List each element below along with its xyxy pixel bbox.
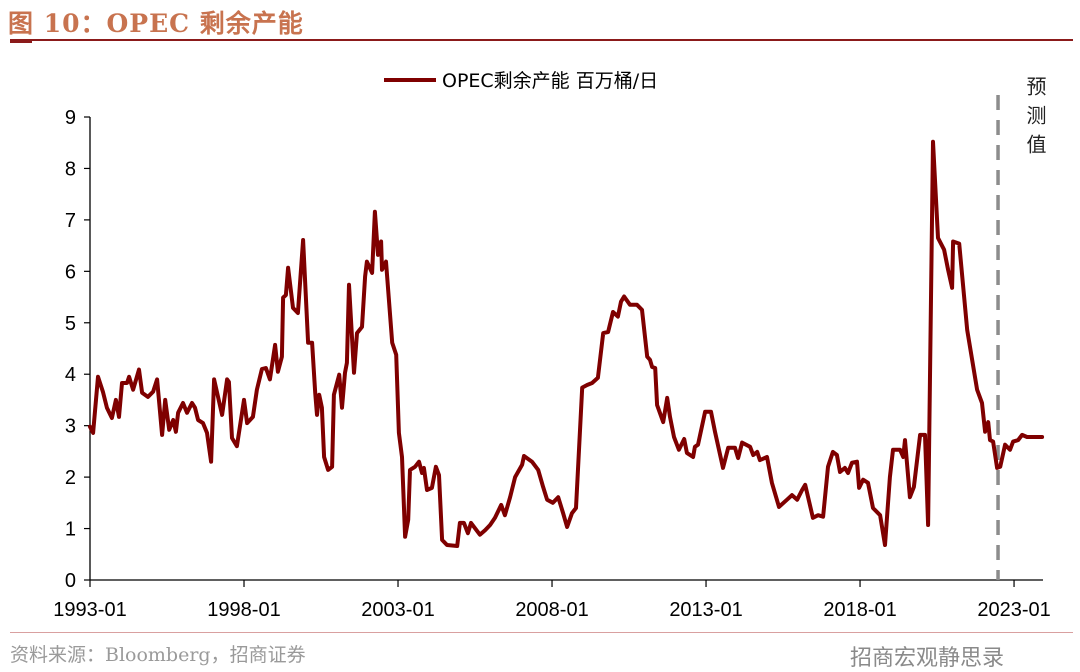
y-tick-label: 7 bbox=[65, 210, 76, 232]
y-tick-label: 1 bbox=[65, 519, 76, 541]
y-tick-label: 6 bbox=[65, 261, 76, 283]
y-tick-label: 2 bbox=[65, 467, 76, 489]
watermark: 招商宏观静思录 bbox=[850, 646, 1005, 671]
series-layer bbox=[88, 139, 1045, 548]
x-tick-label: 2003-01 bbox=[361, 599, 434, 621]
opec-spare-capacity-chart: OPEC剩余产能 百万桶/日 0 1 2 3 4 5 6 7 8 9 1993-01 1998-01 2… bbox=[53, 70, 1050, 621]
title-divider-accent bbox=[10, 39, 32, 43]
figure-title: 图 10：OPEC 剩余产能 bbox=[8, 9, 304, 38]
axes: 0 1 2 3 4 5 6 7 8 9 1993-01 1998-01 2003-01 2008-01 20… bbox=[53, 107, 1050, 621]
title-divider bbox=[10, 39, 1073, 41]
x-tick-label: 2018-01 bbox=[823, 599, 896, 621]
x-tick-label: 1993-01 bbox=[53, 599, 126, 621]
forecast-label: 预测值 bbox=[1023, 76, 1047, 163]
legend-label: OPEC剩余产能 百万桶/日 bbox=[442, 70, 658, 92]
y-tick-label: 9 bbox=[65, 107, 76, 129]
legend: OPEC剩余产能 百万桶/日 bbox=[384, 70, 658, 92]
y-tick-label: 8 bbox=[65, 158, 76, 180]
source-divider bbox=[10, 632, 1073, 633]
x-tick-label: 2023-01 bbox=[977, 599, 1050, 621]
y-tick-label: 3 bbox=[65, 416, 76, 438]
x-tick-label: 2013-01 bbox=[669, 599, 742, 621]
y-tick-label: 0 bbox=[65, 570, 76, 592]
y-tick-label: 4 bbox=[65, 364, 76, 386]
y-tick-label: 5 bbox=[65, 313, 76, 335]
source-note: 资料来源：Bloomberg，招商证券 bbox=[10, 644, 306, 666]
x-tick-label: 2008-01 bbox=[515, 599, 588, 621]
series-line-opec-spare-capacity bbox=[88, 139, 1045, 548]
x-tick-label: 1998-01 bbox=[207, 599, 280, 621]
